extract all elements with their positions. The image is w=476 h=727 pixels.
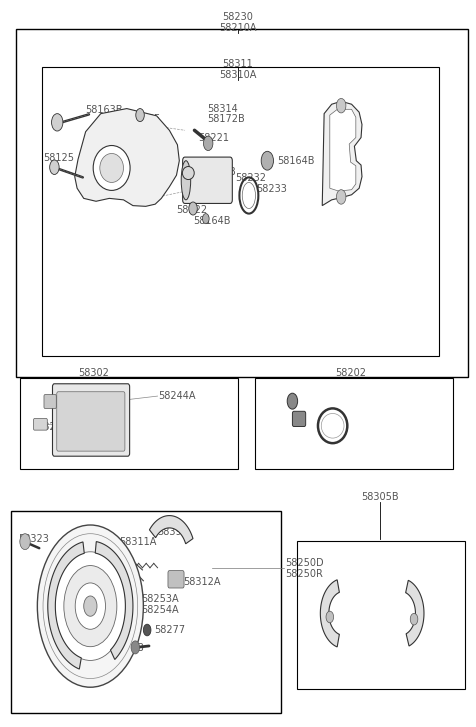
Ellipse shape [182, 166, 194, 180]
Text: 58355: 58355 [48, 619, 79, 630]
Polygon shape [320, 579, 339, 647]
FancyBboxPatch shape [52, 384, 129, 457]
FancyBboxPatch shape [34, 419, 47, 430]
Ellipse shape [242, 182, 256, 209]
Circle shape [337, 98, 346, 113]
Text: 58125: 58125 [43, 153, 74, 163]
Circle shape [136, 108, 144, 121]
Text: 58244A: 58244A [37, 422, 74, 432]
Ellipse shape [321, 414, 344, 438]
Text: 58210A: 58210A [219, 23, 257, 33]
Text: 58164B: 58164B [277, 156, 314, 166]
FancyBboxPatch shape [292, 411, 306, 427]
Text: 58365: 58365 [48, 608, 79, 619]
Text: 58244A: 58244A [159, 391, 196, 401]
Text: 58311A: 58311A [119, 537, 156, 547]
Circle shape [326, 611, 334, 623]
Circle shape [75, 583, 106, 630]
Circle shape [64, 566, 117, 647]
Text: 58277: 58277 [154, 625, 185, 635]
Ellipse shape [100, 153, 123, 182]
Circle shape [51, 113, 63, 131]
Polygon shape [149, 515, 193, 544]
Text: 58323: 58323 [18, 534, 49, 545]
Circle shape [84, 596, 97, 616]
Text: 58312A: 58312A [184, 577, 221, 587]
Text: 58232: 58232 [236, 173, 267, 183]
Text: 58250D: 58250D [285, 558, 324, 569]
Text: 58272B: 58272B [107, 643, 144, 653]
Circle shape [261, 151, 274, 170]
Bar [41, 67, 439, 356]
Text: 58311: 58311 [223, 60, 253, 69]
Polygon shape [75, 108, 179, 206]
Ellipse shape [93, 145, 130, 190]
Circle shape [50, 160, 59, 174]
Bar [16, 29, 467, 377]
Text: 58396: 58396 [158, 527, 188, 537]
Text: 58125F: 58125F [123, 113, 160, 124]
Bar [255, 378, 453, 468]
Polygon shape [406, 580, 424, 646]
FancyBboxPatch shape [168, 571, 184, 588]
Text: 58233: 58233 [256, 184, 287, 194]
Text: 58254A: 58254A [141, 605, 178, 615]
Text: 58172B: 58172B [207, 114, 245, 124]
FancyBboxPatch shape [57, 392, 125, 451]
Polygon shape [48, 542, 84, 669]
Circle shape [287, 393, 298, 409]
Text: 58202: 58202 [335, 368, 366, 378]
Circle shape [143, 624, 151, 636]
Text: 58250R: 58250R [285, 569, 323, 579]
Bar [297, 541, 465, 689]
Circle shape [55, 552, 126, 660]
Text: 58230: 58230 [223, 12, 253, 23]
FancyBboxPatch shape [44, 395, 56, 409]
Circle shape [202, 214, 209, 224]
Circle shape [410, 614, 418, 625]
Text: 58221: 58221 [198, 132, 229, 142]
FancyBboxPatch shape [183, 157, 232, 204]
Text: 58164B: 58164B [193, 216, 230, 226]
Text: 58302: 58302 [78, 368, 109, 378]
Polygon shape [95, 542, 133, 659]
Text: 58310A: 58310A [219, 71, 257, 80]
Circle shape [337, 190, 346, 204]
Ellipse shape [181, 161, 191, 200]
Circle shape [189, 202, 198, 215]
Text: 58314: 58314 [207, 103, 238, 113]
Circle shape [20, 534, 30, 550]
Circle shape [131, 641, 139, 654]
Text: 58253A: 58253A [141, 594, 178, 604]
Polygon shape [322, 101, 362, 206]
Circle shape [37, 525, 143, 687]
Text: 58163B: 58163B [89, 177, 127, 188]
Text: 58222: 58222 [177, 205, 208, 215]
Text: 58305B: 58305B [361, 492, 399, 502]
Text: 58235B: 58235B [198, 167, 236, 177]
Bar [11, 511, 280, 712]
Text: 58163B: 58163B [86, 105, 123, 115]
Bar [20, 378, 238, 468]
Polygon shape [330, 109, 356, 191]
Circle shape [203, 136, 213, 150]
